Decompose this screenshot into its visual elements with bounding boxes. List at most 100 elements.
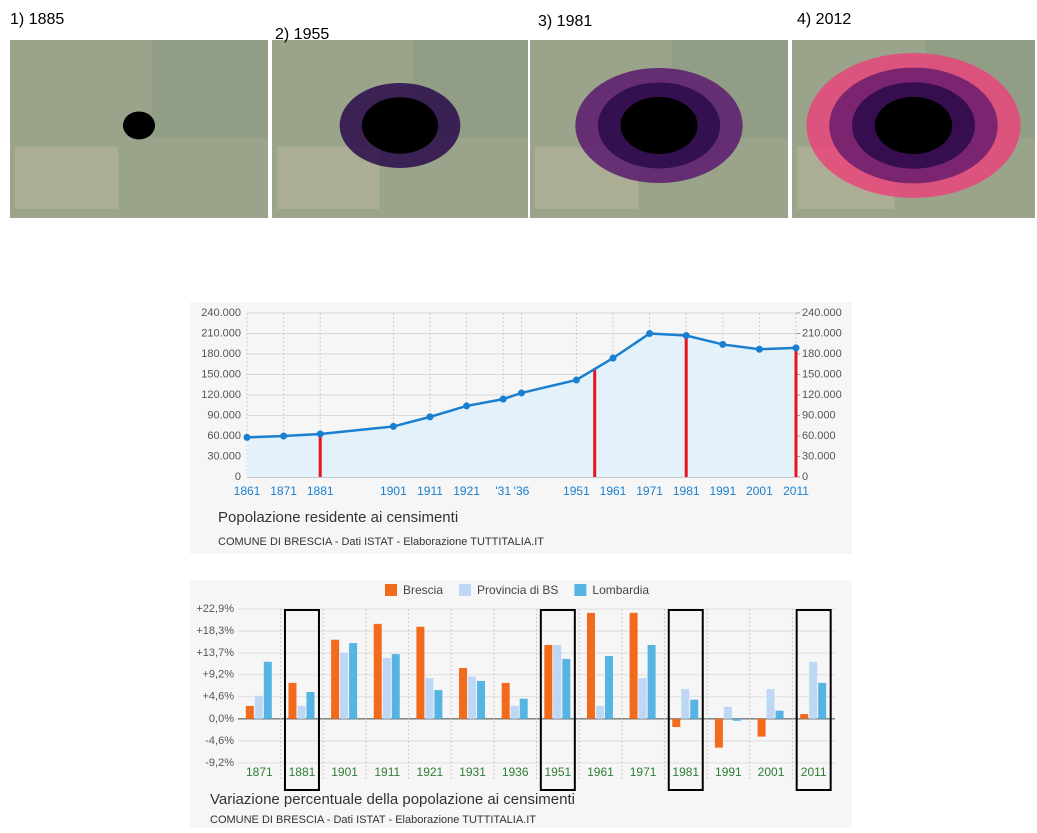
legend-swatch [459,584,471,596]
y2-tick-label: 240.000 [802,307,842,319]
bar [733,719,741,721]
bar [648,645,656,719]
y-tick-label: 180.000 [201,348,241,360]
bar [639,678,647,719]
x-tick-label: 1871 [270,484,297,498]
bar [544,645,552,719]
x-tick-label: 2011 [801,765,827,779]
x-tick-label: '36 [514,484,530,498]
bar [758,719,766,737]
y2-tick-label: 150.000 [802,368,842,380]
point [463,402,470,409]
y2-tick-label: 180.000 [802,348,842,360]
bar [425,678,433,719]
point [793,344,800,351]
urban-area [362,97,438,154]
bar [809,662,817,719]
point [390,423,397,430]
bar [264,662,272,719]
point [317,430,324,437]
bar [416,627,424,719]
y-tick-label: 210.000 [201,327,241,339]
x-tick-label: 2001 [758,765,785,779]
page: 1) 18852) 19553) 19814) 2012030.00060.00… [0,0,1037,833]
y2-tick-label: 30.000 [802,450,836,462]
y-tick-label: +13,7% [196,647,234,659]
x-tick-label: 1991 [709,484,736,498]
y-tick-label: 240.000 [201,307,241,319]
bar [672,719,680,727]
chart-source: COMUNE DI BRESCIA - Dati ISTAT - Elabora… [210,814,536,826]
bar [715,719,723,748]
bar [349,643,357,719]
y-tick-label: 150.000 [201,368,241,380]
bar [511,706,519,719]
x-tick-label: 1861 [234,484,261,498]
chart-source: COMUNE DI BRESCIA - Dati ISTAT - Elabora… [218,536,544,548]
x-tick-label: 1881 [289,765,316,779]
y-tick-label: 90.000 [207,409,241,421]
bar [374,624,382,719]
point [573,376,580,383]
y2-tick-label: 60.000 [802,430,836,442]
x-tick-label: 1991 [715,765,742,779]
point [646,330,653,337]
bar [767,689,775,719]
bar [800,714,808,719]
bar [434,690,442,719]
x-tick-label: 1881 [307,484,334,498]
y-tick-label: +9,2% [203,669,235,681]
legend-label: Brescia [403,583,443,597]
x-tick-label: 1936 [502,765,529,779]
chart-title: Popolazione residente ai censimenti [218,509,458,526]
bar [340,653,348,719]
bar [587,613,595,719]
x-tick-label: 1911 [374,765,400,779]
x-tick-label: 1971 [630,765,657,779]
point [500,396,507,403]
bar [681,689,689,719]
bar [776,711,784,719]
y-tick-label: +18,3% [196,625,234,637]
point [683,332,690,339]
y-tick-label: -4,6% [205,735,234,747]
bar [246,706,254,719]
legend-label: Provincia di BS [477,583,558,597]
point [427,413,434,420]
x-tick-label: 1981 [672,765,699,779]
y-tick-label: 120.000 [201,389,241,401]
x-tick-label: 2001 [746,484,773,498]
bar [477,681,485,719]
x-tick-label: 1911 [417,484,443,498]
bar [520,699,528,719]
point [610,355,617,362]
bar [468,677,476,719]
chart-title: Variazione percentuale della popolazione… [210,791,575,808]
legend-label: Lombardia [592,583,649,597]
x-tick-label: 1931 [459,765,486,779]
bar [690,700,698,719]
bar [255,696,263,719]
x-tick-label: 1951 [563,484,590,498]
x-tick-label: 1981 [673,484,700,498]
point [719,341,726,348]
y-tick-label: +4,6% [203,691,235,703]
figure: 1) 18852) 19553) 19814) 2012030.00060.00… [0,0,1037,828]
y2-tick-label: 90.000 [802,409,836,421]
map-label: 1) 1885 [10,11,64,28]
x-tick-label: 1961 [587,765,614,779]
y2-tick-label: 210.000 [802,327,842,339]
urban-area [123,111,155,139]
legend-swatch [385,584,397,596]
x-tick-label: 1921 [417,765,444,779]
y-tick-label: 0,0% [209,713,234,725]
y-tick-label: +22,9% [196,603,234,615]
urban-area [620,97,697,154]
x-tick-label: 1961 [600,484,627,498]
bar [502,683,510,719]
y2-tick-label: 0 [802,471,808,483]
bar [605,656,613,719]
bar [724,707,732,719]
x-tick-label: 1901 [331,765,358,779]
bar [562,659,570,719]
